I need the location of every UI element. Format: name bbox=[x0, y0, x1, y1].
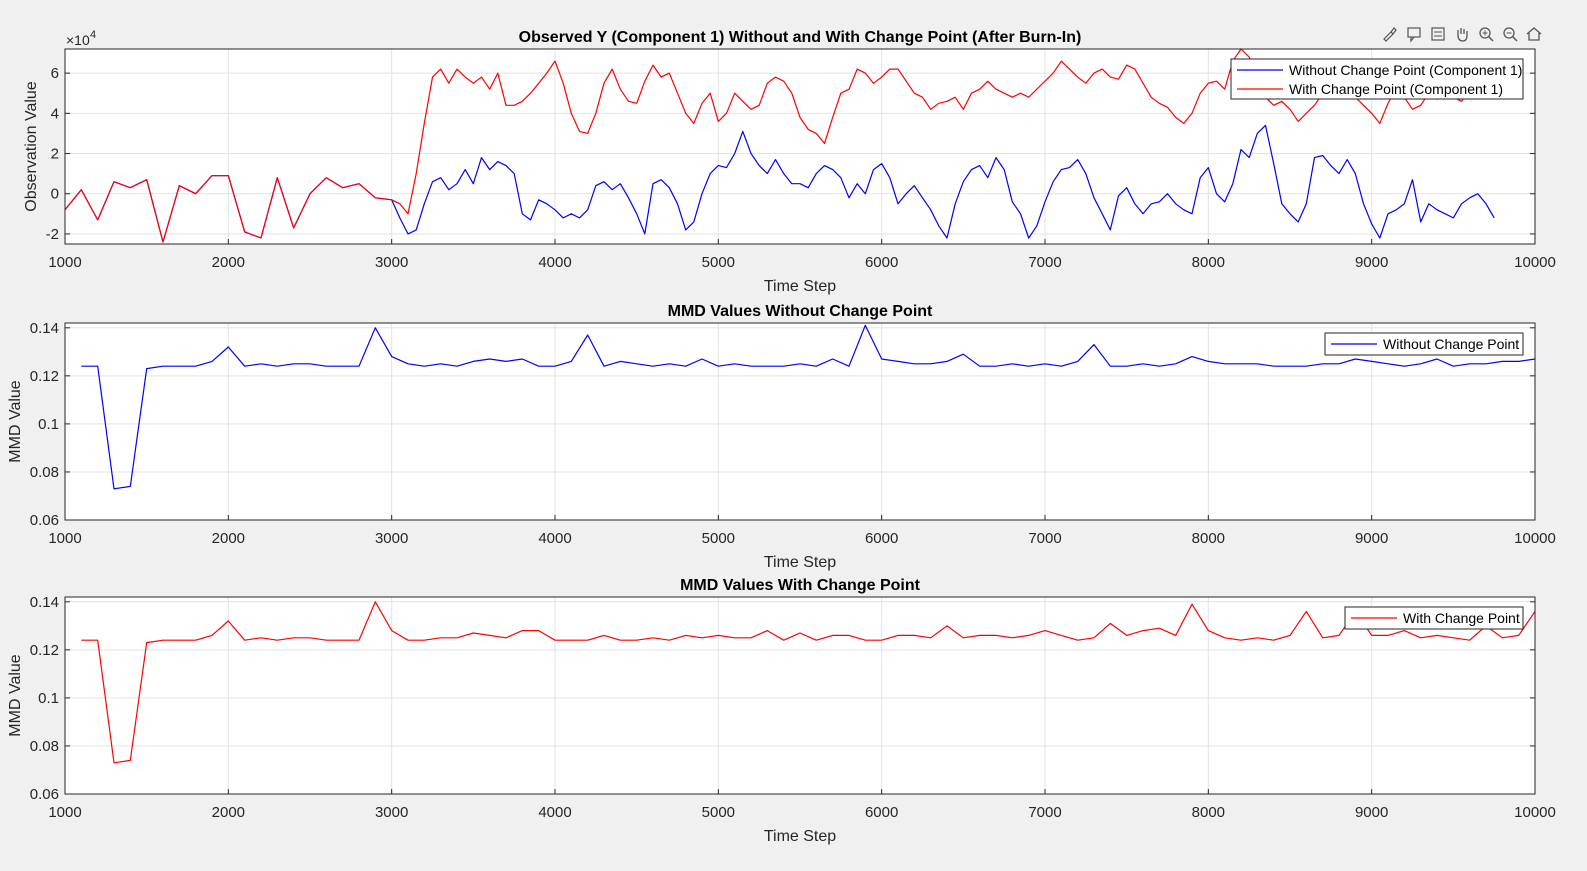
y-tick-label: 4 bbox=[51, 105, 59, 122]
y-tick-label: 0.08 bbox=[30, 738, 59, 755]
chart-title: MMD Values With Change Point bbox=[680, 577, 921, 594]
plot-area-3 bbox=[65, 597, 1535, 794]
figure-toolbar bbox=[1380, 24, 1544, 44]
x-tick-label: 3000 bbox=[375, 254, 408, 271]
x-tick-label: 6000 bbox=[865, 804, 898, 821]
x-tick-label: 7000 bbox=[1028, 530, 1061, 547]
x-tick-label: 7000 bbox=[1028, 804, 1061, 821]
y-tick-label: 0.12 bbox=[30, 368, 59, 385]
y-tick-label: 0.1 bbox=[38, 690, 59, 707]
zoom-in-icon[interactable] bbox=[1476, 24, 1496, 44]
y-tick-label: 0.06 bbox=[30, 786, 59, 803]
series-line-1 bbox=[81, 324, 1536, 490]
legend-icon[interactable] bbox=[1428, 24, 1448, 44]
x-axis-label: Time Step bbox=[764, 278, 836, 295]
x-tick-label: 1000 bbox=[48, 530, 81, 547]
zoom-out-icon[interactable] bbox=[1500, 24, 1520, 44]
y-axis-label: MMD Value bbox=[7, 654, 24, 736]
pan-icon[interactable] bbox=[1452, 24, 1472, 44]
x-tick-label: 9000 bbox=[1355, 804, 1388, 821]
x-tick-label: 2000 bbox=[212, 254, 245, 271]
x-tick-label: 6000 bbox=[865, 530, 898, 547]
y-tick-label: 0.08 bbox=[30, 464, 59, 481]
x-tick-label: 4000 bbox=[538, 530, 571, 547]
x-tick-label: 4000 bbox=[538, 804, 571, 821]
legend-box bbox=[1324, 332, 1524, 356]
y-tick-label: 0.14 bbox=[30, 594, 59, 611]
y-tick-label: 2 bbox=[51, 146, 59, 163]
x-tick-label: 8000 bbox=[1192, 254, 1225, 271]
x-tick-label: 2000 bbox=[212, 804, 245, 821]
x-tick-label: 10000 bbox=[1514, 530, 1556, 547]
y-axis-label: MMD Value bbox=[7, 380, 24, 462]
x-tick-label: 4000 bbox=[538, 254, 571, 271]
y-tick-label: 0.12 bbox=[30, 642, 59, 659]
x-axis-label: Time Step bbox=[764, 554, 836, 571]
data-tips-icon[interactable] bbox=[1404, 24, 1424, 44]
brush-icon[interactable] bbox=[1380, 24, 1400, 44]
axes-box bbox=[64, 48, 1536, 245]
exponent-label: ×10 bbox=[66, 32, 90, 48]
series-line-1 bbox=[64, 124, 1495, 243]
y-tick-label: 6 bbox=[51, 65, 59, 82]
x-tick-label: 3000 bbox=[375, 804, 408, 821]
x-tick-label: 1000 bbox=[48, 254, 81, 271]
x-tick-label: 10000 bbox=[1514, 254, 1556, 271]
x-tick-label: 9000 bbox=[1355, 254, 1388, 271]
series-line-2 bbox=[64, 48, 1503, 243]
x-tick-label: 10000 bbox=[1514, 804, 1556, 821]
y-tick-label: 0.14 bbox=[30, 320, 59, 337]
x-tick-label: 5000 bbox=[702, 804, 735, 821]
legend-label: With Change Point bbox=[1403, 610, 1520, 626]
exponent-power: 4 bbox=[90, 29, 96, 41]
legend-label: Without Change Point (Component 1) bbox=[1289, 62, 1522, 78]
x-tick-label: 7000 bbox=[1028, 254, 1061, 271]
axes-box bbox=[64, 322, 1536, 521]
legend-label: Without Change Point bbox=[1383, 336, 1519, 352]
legend-box bbox=[1230, 58, 1524, 100]
x-tick-label: 8000 bbox=[1192, 530, 1225, 547]
x-tick-label: 3000 bbox=[375, 530, 408, 547]
plot-area-2 bbox=[65, 323, 1535, 520]
legend-box bbox=[1344, 606, 1524, 630]
axes-box bbox=[64, 596, 1536, 795]
home-icon[interactable] bbox=[1524, 24, 1544, 44]
y-tick-label: 0.06 bbox=[30, 512, 59, 529]
x-tick-label: 1000 bbox=[48, 804, 81, 821]
y-axis-label: Observation Value bbox=[23, 81, 40, 212]
chart-title: Observed Y (Component 1) Without and Wit… bbox=[519, 29, 1082, 46]
y-tick-label: -2 bbox=[46, 226, 59, 243]
legend-label: With Change Point (Component 1) bbox=[1289, 81, 1503, 97]
x-tick-label: 5000 bbox=[702, 254, 735, 271]
x-tick-label: 2000 bbox=[212, 530, 245, 547]
x-axis-label: Time Step bbox=[764, 828, 836, 845]
x-tick-label: 5000 bbox=[702, 530, 735, 547]
x-tick-label: 6000 bbox=[865, 254, 898, 271]
x-tick-label: 8000 bbox=[1192, 804, 1225, 821]
y-tick-label: 0 bbox=[51, 186, 59, 203]
x-tick-label: 9000 bbox=[1355, 530, 1388, 547]
series-line-1 bbox=[81, 601, 1536, 764]
chart-title: MMD Values Without Change Point bbox=[668, 303, 933, 320]
y-tick-label: 0.1 bbox=[38, 416, 59, 433]
